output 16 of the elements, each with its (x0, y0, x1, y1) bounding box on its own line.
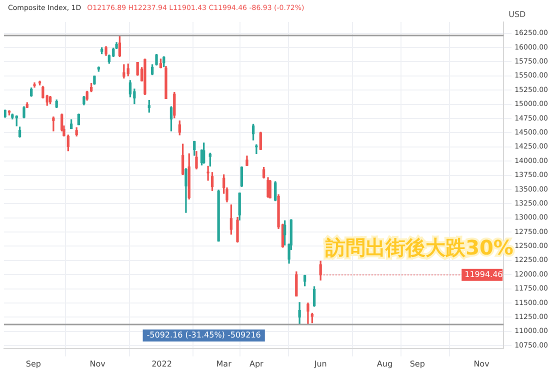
x-tick-label: 2022 (152, 359, 172, 368)
annotation: -5092.16 (-31.45%) -509216 (146, 330, 261, 340)
x-tick-label: Apr (250, 359, 264, 368)
annotation: 11994.46 (464, 270, 503, 279)
x-tick-label: Sep (26, 359, 41, 368)
annotation: 訪問出街後大跌30% (324, 235, 514, 260)
x-tick-label: Nov (90, 359, 106, 368)
x-tick-label: Sep (410, 359, 425, 368)
x-tick-label: Mar (216, 359, 232, 368)
candlestick (52, 116, 55, 132)
x-tick-label: Nov (474, 359, 490, 368)
candlestick (206, 166, 210, 181)
y-axis-title: USD (508, 10, 526, 20)
x-tick-label: Aug (376, 359, 393, 368)
candlestick (255, 144, 258, 154)
x-tick-label: Jun (313, 359, 327, 368)
